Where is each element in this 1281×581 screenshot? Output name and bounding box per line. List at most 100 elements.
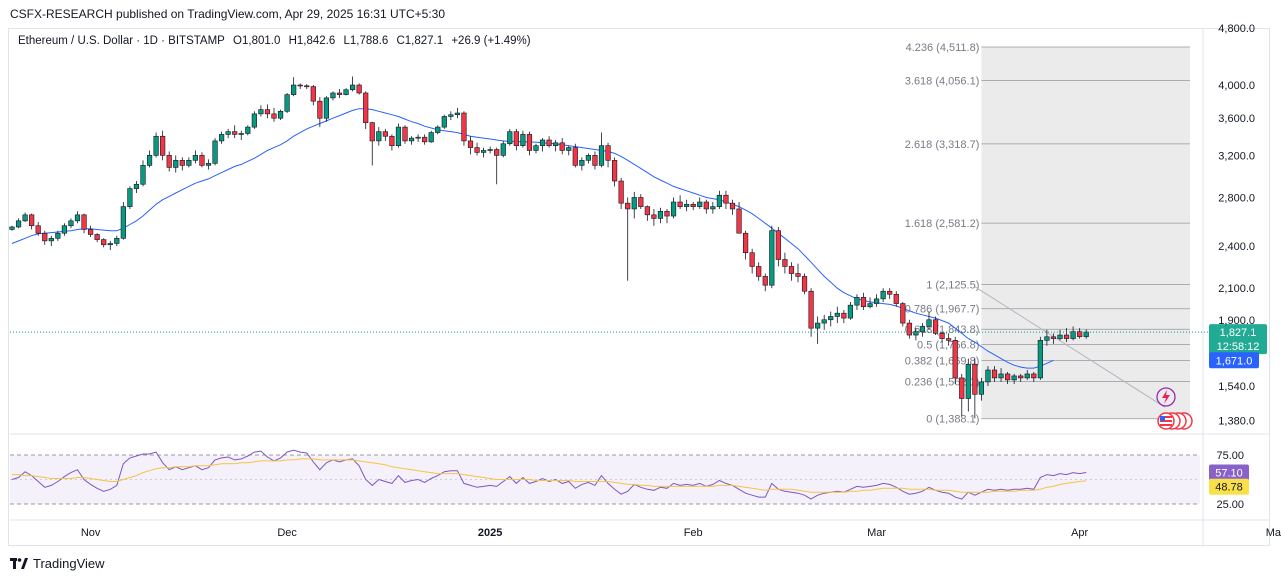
candle-body	[1011, 375, 1017, 381]
time-tick-label: Feb	[684, 527, 703, 539]
candle	[304, 84, 310, 89]
axes[interactable]: 4,800.0 4,000.0 3,600.0 3,200.0 2,800.0 2,400…	[10, 23, 1281, 545]
candle	[369, 121, 375, 166]
candle-body	[1031, 373, 1037, 379]
candle	[1077, 328, 1083, 339]
candle-body	[192, 155, 199, 161]
candle-body	[507, 131, 513, 145]
candle-body	[913, 331, 919, 336]
candle	[991, 366, 998, 382]
candle-body	[978, 381, 984, 395]
candle-body	[756, 266, 762, 277]
ma-value: 1,671.0	[1216, 355, 1253, 367]
candle	[611, 157, 618, 187]
candle-body	[526, 134, 533, 151]
candle	[815, 316, 821, 344]
candle-body	[592, 155, 598, 166]
candle-body	[363, 92, 369, 123]
candle-body	[101, 239, 107, 246]
candle-body	[42, 232, 48, 242]
chart-frame[interactable]	[8, 28, 1270, 546]
candle-body	[1037, 340, 1043, 379]
candle-body	[795, 273, 801, 277]
candle	[219, 131, 225, 144]
candle	[94, 233, 100, 243]
candle	[68, 218, 74, 229]
chart-icons[interactable]	[1156, 387, 1193, 430]
candle-body	[808, 290, 814, 329]
candle	[775, 226, 781, 267]
candle-body	[736, 208, 742, 234]
candle	[946, 333, 952, 346]
candle	[494, 147, 500, 185]
candle	[913, 328, 919, 341]
candle-body	[474, 147, 480, 153]
candle	[29, 213, 35, 230]
candle-body	[205, 163, 212, 166]
ma-badge: 1,671.0	[1209, 352, 1259, 369]
candle-body	[199, 155, 205, 166]
candle	[553, 139, 559, 152]
candle	[998, 368, 1004, 382]
candle-body	[677, 201, 683, 207]
candle-body	[1044, 336, 1050, 341]
candle-body	[435, 126, 441, 133]
candle	[284, 92, 290, 114]
legend-high: H1,842.6	[288, 35, 336, 47]
brand-name: TradingView	[33, 556, 105, 571]
candle-body	[579, 160, 585, 166]
candle-body	[769, 230, 775, 286]
candle	[140, 160, 146, 187]
candle	[1004, 371, 1011, 384]
candle-body	[284, 94, 290, 112]
rsi-tick-label: 25.00	[1216, 499, 1244, 511]
candle	[756, 262, 762, 281]
candle-body	[160, 135, 166, 156]
candle-body	[939, 333, 945, 339]
candle	[592, 151, 598, 170]
candle	[88, 225, 94, 238]
candle-body	[349, 84, 356, 91]
candle-body	[487, 149, 493, 151]
candle	[356, 83, 362, 95]
candle-body	[146, 155, 153, 166]
candle	[186, 157, 192, 168]
candle-body	[697, 201, 703, 207]
time-tick-label: 2025	[478, 527, 502, 539]
price-tick-label: 1,900.0	[1218, 315, 1255, 327]
rsi-tick-label: 75.00	[1216, 450, 1244, 462]
candle-body	[657, 210, 664, 219]
candle	[1070, 326, 1076, 341]
candle	[959, 373, 965, 417]
candle	[160, 130, 166, 161]
candle-body	[238, 133, 244, 135]
candle	[710, 202, 716, 214]
candle-body	[127, 188, 133, 207]
fib-level-label: 2.618 (3,318.7)	[905, 139, 980, 151]
candle	[1031, 371, 1037, 382]
candle	[631, 191, 637, 219]
candle-body	[480, 150, 487, 153]
candle-body	[467, 140, 474, 148]
candle	[1024, 370, 1030, 380]
candle	[742, 230, 749, 260]
candle	[408, 136, 415, 145]
candle-body	[408, 137, 415, 142]
tradingview-brand[interactable]: TradingView	[10, 556, 105, 571]
candle-body	[618, 180, 624, 204]
candle	[264, 104, 271, 119]
rsi-ma-badge: 48.78	[1209, 478, 1249, 495]
us-flag-canton	[1160, 416, 1165, 421]
candle	[657, 207, 664, 224]
candle-body	[749, 252, 755, 267]
candle	[939, 331, 945, 343]
candle-body	[841, 312, 847, 319]
rsi-pane[interactable]: 57.10 48.78	[10, 449, 1249, 505]
candle	[258, 105, 264, 117]
candle	[173, 155, 179, 173]
candle-body	[513, 131, 519, 146]
candle	[402, 125, 408, 144]
candle-body	[225, 131, 231, 135]
fibonacci-extension[interactable]: 4.236 (4,511.8) 3.618 (4,056.1) 2.618 (3,3…	[905, 42, 1190, 426]
